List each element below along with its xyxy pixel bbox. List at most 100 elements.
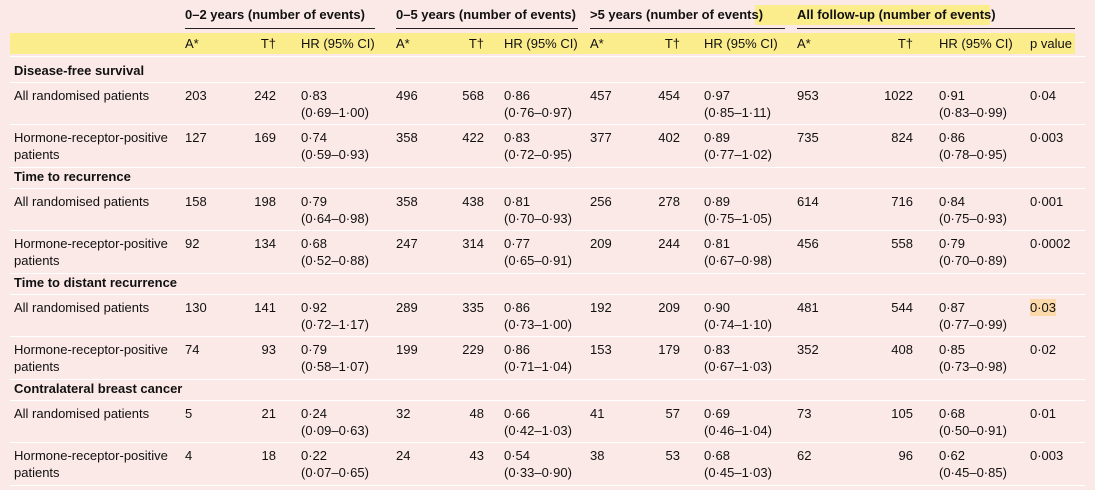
- cell-a: 192: [590, 300, 612, 315]
- row-separator: [10, 336, 1085, 337]
- cell-p: 0·0002: [1030, 236, 1071, 251]
- row-label: All randomised patients: [14, 194, 150, 209]
- cell-a: 953: [797, 88, 819, 103]
- cell-t: 198: [254, 194, 276, 209]
- cell-hr: 0·97: [704, 88, 731, 103]
- column-header: T†: [664, 36, 680, 51]
- row-separator: [10, 230, 1085, 231]
- cell-p: 0·04: [1030, 88, 1057, 103]
- cell-a: 203: [185, 88, 207, 103]
- cell-hr: 0·79: [301, 342, 328, 357]
- cell-p: 0·001: [1030, 194, 1064, 209]
- cell-t: 57: [665, 406, 680, 421]
- group-header: 0–2 years (number of events): [185, 7, 365, 22]
- cell-t: 21: [261, 406, 276, 421]
- cell-hr: 0·77: [504, 236, 531, 251]
- row-separator: [10, 273, 1085, 274]
- cell-hr: 0·89: [704, 194, 731, 209]
- cell-ci: (0·67–1·03): [704, 359, 772, 374]
- cell-ci: (0·33–0·90): [504, 465, 572, 480]
- column-header: HR (95% CI): [504, 36, 578, 51]
- cell-ci: (0·45–0·85): [939, 465, 1007, 480]
- cell-hr: 0·86: [504, 300, 531, 315]
- group-rule: [396, 28, 578, 29]
- cell-hr: 0·74: [301, 130, 328, 145]
- cell-hr: 0·79: [301, 194, 328, 209]
- cell-a: 377: [590, 130, 612, 145]
- cell-a: 127: [185, 130, 207, 145]
- row-label: All randomised patients: [14, 300, 150, 315]
- cell-t: 43: [469, 448, 484, 463]
- column-header: T†: [260, 36, 276, 51]
- column-header: A*: [185, 36, 199, 51]
- cell-t: 314: [462, 236, 484, 251]
- cell-t: 134: [254, 236, 276, 251]
- cell-a: 358: [396, 130, 418, 145]
- cell-ci: (0·72–1·17): [301, 317, 369, 332]
- cell-ci: (0·76–0·97): [504, 105, 572, 120]
- cell-hr: 0·86: [504, 342, 531, 357]
- cell-p: 0·02: [1030, 342, 1057, 357]
- cell-a: 496: [396, 88, 418, 103]
- cell-t: 454: [658, 88, 680, 103]
- cell-ci: (0·74–1·10): [704, 317, 772, 332]
- cell-a: 457: [590, 88, 612, 103]
- cell-t: 18: [261, 448, 276, 463]
- row-separator: [10, 167, 1085, 168]
- row-separator: [10, 485, 1085, 486]
- cell-ci: (0·69–1·00): [301, 105, 369, 120]
- cell-hr: 0·92: [301, 300, 328, 315]
- group-highlight: [755, 5, 990, 25]
- group-rule: [590, 28, 785, 29]
- cell-ci: (0·75–1·05): [704, 211, 772, 226]
- row-separator: [10, 124, 1085, 125]
- cell-hr: 0·81: [504, 194, 531, 209]
- cell-a: 32: [396, 406, 411, 421]
- section-title: Contralateral breast cancer: [14, 381, 183, 396]
- cell-a: 735: [797, 130, 819, 145]
- cell-t: 141: [254, 300, 276, 315]
- cell-a: 247: [396, 236, 418, 251]
- row-label: Hormone-receptor-positive patients: [14, 342, 168, 374]
- column-header: A*: [797, 36, 811, 51]
- cell-t: 408: [891, 342, 913, 357]
- cell-ci: (0·78–0·95): [939, 147, 1007, 162]
- row-separator: [10, 294, 1085, 295]
- cell-ci: (0·75–0·93): [939, 211, 1007, 226]
- cell-t: 568: [462, 88, 484, 103]
- group-header: >5 years (number of events): [590, 7, 764, 22]
- cell-hr: 0·22: [301, 448, 328, 463]
- cell-ci: (0·85–1·11): [704, 105, 771, 120]
- cell-hr: 0·86: [504, 88, 531, 103]
- row-separator: [10, 379, 1085, 380]
- cell-a: 4: [185, 448, 193, 463]
- row-separator: [10, 400, 1085, 401]
- cell-t: 93: [261, 342, 276, 357]
- cell-ci: (0·59–0·93): [301, 147, 369, 162]
- column-header: T†: [897, 36, 913, 51]
- cell-ci: (0·45–1·03): [704, 465, 772, 480]
- row-label: Hormone-receptor-positive patients: [14, 130, 168, 162]
- section-title: Disease-free survival: [14, 63, 145, 78]
- cell-t: 422: [462, 130, 484, 145]
- cell-t: 278: [658, 194, 680, 209]
- cell-t: 209: [658, 300, 680, 315]
- cell-t: 169: [254, 130, 276, 145]
- cell-hr: 0·89: [704, 130, 731, 145]
- row-label: All randomised patients: [14, 406, 150, 421]
- cell-a: 289: [396, 300, 418, 315]
- cell-ci: (0·83–0·99): [939, 105, 1007, 120]
- section-title: Time to distant recurrence: [14, 275, 178, 290]
- cell-a: 41: [590, 406, 605, 421]
- row-label: Hormone-receptor-positive patients: [14, 236, 168, 268]
- cell-a: 130: [185, 300, 207, 315]
- group-header: 0–5 years (number of events): [396, 7, 576, 22]
- cell-a: 158: [185, 194, 207, 209]
- cell-t: 48: [469, 406, 484, 421]
- section-title: Time to recurrence: [14, 169, 131, 184]
- cell-p: 0·003: [1030, 130, 1064, 145]
- cell-hr: 0·83: [704, 342, 731, 357]
- cell-hr: 0·69: [704, 406, 731, 421]
- cell-hr: 0·68: [301, 236, 328, 251]
- group-header: All follow-up (number of events): [797, 7, 996, 22]
